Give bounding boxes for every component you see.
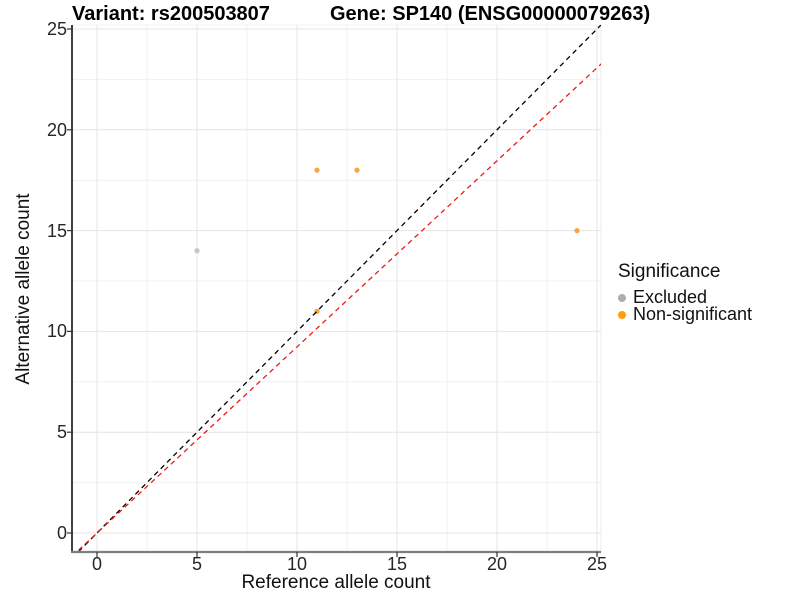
y-axis-label: Alternative allele count — [13, 193, 34, 385]
x-tick-label: 15 — [386, 554, 408, 574]
x-tick-label: 0 — [91, 554, 102, 574]
y-tick-label: 0 — [56, 523, 67, 543]
legend-item-label: Excluded — [633, 287, 708, 307]
x-tick-label: 25 — [586, 554, 608, 574]
ref-line-identity — [77, 25, 601, 552]
ref-line-expected-ratio — [75, 63, 601, 552]
y-tick-label: 25 — [46, 19, 67, 39]
legend-dot-icon — [618, 293, 626, 302]
x-tick-label: 20 — [486, 554, 508, 574]
data-point-excluded — [194, 248, 200, 254]
data-point-non-significant — [314, 167, 320, 173]
legend-item-label: Non-significant — [633, 304, 753, 324]
legend-item: Non-significant — [618, 304, 753, 324]
legend: Significance Excluded Non-significant — [618, 261, 752, 323]
legend-items: Excluded Non-significant — [618, 287, 753, 324]
legend-title: Significance — [618, 261, 721, 282]
x-tick-label: 10 — [286, 554, 308, 574]
legend-item: Excluded — [618, 287, 752, 307]
y-tick-label: 5 — [56, 422, 67, 443]
y-tick-label: 10 — [46, 321, 67, 342]
plot-title-gene: Gene: SP140 (ENSG00000079263) — [330, 3, 651, 25]
x-axis-label: Reference allele count — [241, 572, 431, 593]
x-tick-label: 5 — [191, 554, 202, 574]
y-tick-label: 15 — [46, 220, 67, 241]
data-point-non-significant — [354, 167, 360, 173]
y-tick-label: 20 — [46, 119, 67, 140]
plot-title-variant: Variant: rs200503807 — [72, 3, 270, 25]
legend-dot-icon — [618, 310, 626, 319]
data-point-non-significant — [574, 228, 580, 234]
